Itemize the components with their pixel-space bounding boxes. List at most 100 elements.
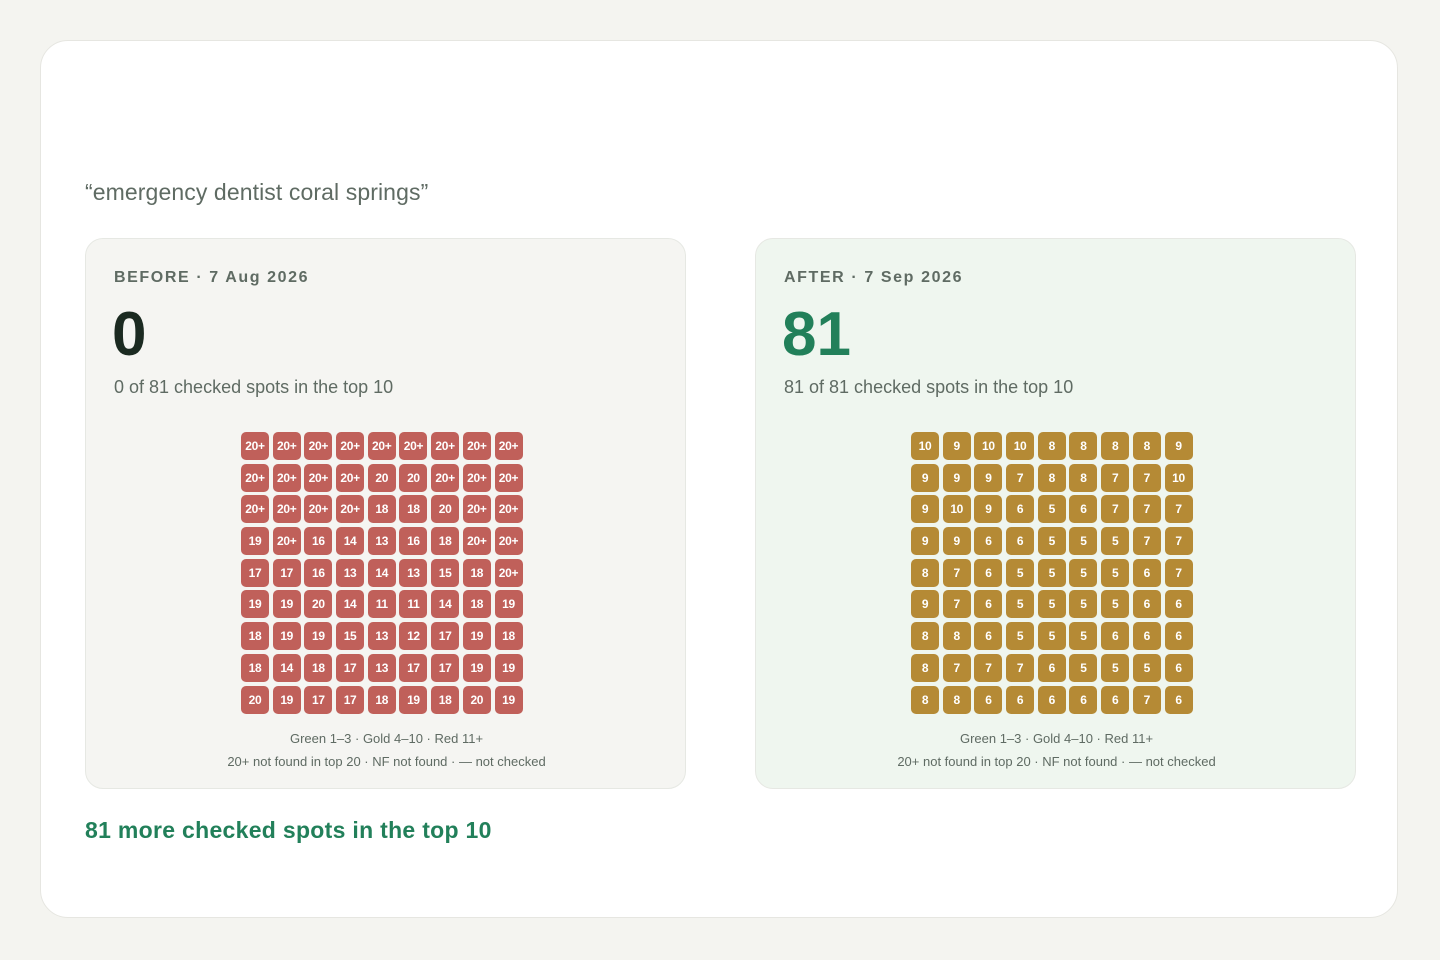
after-rank-cell: 9 xyxy=(911,590,939,619)
before-rank-cell: 16 xyxy=(304,527,333,556)
after-rank-cell: 6 xyxy=(1164,685,1193,714)
after-rank-cell: 8 xyxy=(942,685,971,714)
after-rank-cell: 7 xyxy=(942,653,971,682)
after-rank-cell: 6 xyxy=(1132,558,1161,587)
after-rank-cell: 7 xyxy=(1132,685,1161,714)
after-rank-grid: 10 9 10 10 8 8 8 8 9 9 9 9 7 8 8 7 7 10 9 10 9 6 5 6 7 7 7 9 9 6 6 5 5 5 7… xyxy=(911,432,1195,714)
before-rank-cell: 17 xyxy=(272,558,301,587)
after-rank-cell: 6 xyxy=(1132,622,1161,651)
before-rank-cell: 18 xyxy=(367,685,396,714)
before-rank-cell: 18 xyxy=(241,653,269,682)
before-rank-cell: 18 xyxy=(431,527,460,556)
before-rank-cell: 20+ xyxy=(367,432,396,460)
search-query: “emergency dentist coral springs” xyxy=(85,179,429,205)
before-rank-cell: 13 xyxy=(367,527,396,556)
before-rank-cell: 14 xyxy=(367,558,396,587)
before-rank-cell: 14 xyxy=(431,590,460,619)
after-rank-cell: 7 xyxy=(1164,495,1193,524)
after-rank-cell: 10 xyxy=(974,432,1003,460)
after-rank-cell: 6 xyxy=(1006,495,1035,524)
after-rank-cell: 6 xyxy=(1132,590,1161,619)
after-rank-cell: 5 xyxy=(1006,590,1035,619)
after-rank-cell: 6 xyxy=(1069,495,1098,524)
after-rank-cell: 6 xyxy=(1164,622,1193,651)
after-rank-cell: 6 xyxy=(974,622,1003,651)
after-rank-cell: 7 xyxy=(942,590,971,619)
after-rank-cell: 9 xyxy=(942,527,971,556)
before-rank-cell: 20 xyxy=(431,495,460,524)
before-legend-codes: 20+ not found in top 20 · NF not found ·… xyxy=(227,754,546,769)
before-rank-cell: 20+ xyxy=(431,432,460,460)
before-rank-cell: 20+ xyxy=(336,432,365,460)
after-rank-cell: 9 xyxy=(911,463,939,492)
before-rank-cell: 20+ xyxy=(494,463,523,492)
before-rank-cell: 15 xyxy=(336,622,365,651)
after-rank-cell: 6 xyxy=(1006,685,1035,714)
before-rank-cell: 20 xyxy=(462,685,491,714)
after-rank-cell: 5 xyxy=(1132,653,1161,682)
before-rank-cell: 19 xyxy=(494,653,523,682)
before-rank-grid: 20+ 20+ 20+ 20+ 20+ 20+ 20+ 20+ 20+ 20+ 20+ 20+ 20+ 2… xyxy=(241,432,525,714)
before-rank-cell: 19 xyxy=(272,590,301,619)
after-rank-cell: 5 xyxy=(1101,590,1130,619)
after-legend-codes: 20+ not found in top 20 · NF not found ·… xyxy=(897,754,1216,769)
before-rank-cell: 13 xyxy=(336,558,365,587)
before-rank-cell: 13 xyxy=(367,622,396,651)
before-rank-cell: 20+ xyxy=(304,432,333,460)
before-label: BEFORE · 7 Aug 2026 xyxy=(114,269,310,286)
before-rank-cell: 20+ xyxy=(336,463,365,492)
before-rank-cell: 17 xyxy=(399,653,428,682)
after-rank-cell: 8 xyxy=(1101,432,1130,460)
after-rank-cell: 5 xyxy=(1037,590,1066,619)
before-rank-cell: 18 xyxy=(367,495,396,524)
after-rank-cell: 5 xyxy=(1037,527,1066,556)
after-rank-cell: 6 xyxy=(974,590,1003,619)
before-rank-cell: 20+ xyxy=(272,432,301,460)
before-rank-cell: 18 xyxy=(304,653,333,682)
after-rank-cell: 5 xyxy=(1069,622,1098,651)
before-rank-cell: 15 xyxy=(431,558,460,587)
after-rank-cell: 5 xyxy=(1069,653,1098,682)
before-rank-cell: 19 xyxy=(462,622,491,651)
after-rank-cell: 8 xyxy=(1037,463,1066,492)
before-rank-cell: 19 xyxy=(462,653,491,682)
after-rank-cell: 7 xyxy=(1132,495,1161,524)
before-rank-cell: 13 xyxy=(399,558,428,587)
before-rank-cell: 20+ xyxy=(399,432,428,460)
before-rank-cell: 20+ xyxy=(272,527,301,556)
after-rank-cell: 6 xyxy=(1101,685,1130,714)
before-rank-cell: 14 xyxy=(336,590,365,619)
before-rank-cell: 17 xyxy=(336,685,365,714)
after-rank-cell: 9 xyxy=(911,495,939,524)
after-rank-cell: 10 xyxy=(942,495,971,524)
before-rank-cell: 14 xyxy=(272,653,301,682)
before-rank-cell: 20+ xyxy=(494,495,523,524)
after-rank-cell: 6 xyxy=(974,558,1003,587)
before-rank-cell: 19 xyxy=(494,685,523,714)
before-rank-cell: 19 xyxy=(241,527,269,556)
after-rank-cell: 6 xyxy=(974,527,1003,556)
before-rank-cell: 20+ xyxy=(304,463,333,492)
after-rank-cell: 5 xyxy=(1101,653,1130,682)
before-count: 0 xyxy=(112,300,147,369)
before-rank-cell: 20+ xyxy=(241,463,269,492)
after-rank-cell: 7 xyxy=(942,558,971,587)
before-rank-cell: 11 xyxy=(367,590,396,619)
before-rank-cell: 19 xyxy=(304,622,333,651)
before-rank-cell: 20+ xyxy=(431,463,460,492)
after-rank-cell: 7 xyxy=(1164,527,1193,556)
before-panel: BEFORE · 7 Aug 2026 0 0 of 81 checked sp… xyxy=(85,238,686,789)
before-rank-cell: 20+ xyxy=(462,527,491,556)
before-rank-cell: 20+ xyxy=(336,495,365,524)
after-rank-cell: 8 xyxy=(911,558,939,587)
before-rank-cell: 17 xyxy=(241,558,269,587)
before-rank-cell: 20+ xyxy=(462,463,491,492)
before-rank-cell: 20 xyxy=(399,463,428,492)
before-rank-cell: 18 xyxy=(462,558,491,587)
after-rank-cell: 6 xyxy=(974,685,1003,714)
after-rank-cell: 7 xyxy=(1006,653,1035,682)
before-rank-cell: 19 xyxy=(494,590,523,619)
after-rank-cell: 9 xyxy=(911,527,939,556)
before-rank-cell: 17 xyxy=(431,622,460,651)
after-rank-cell: 7 xyxy=(974,653,1003,682)
